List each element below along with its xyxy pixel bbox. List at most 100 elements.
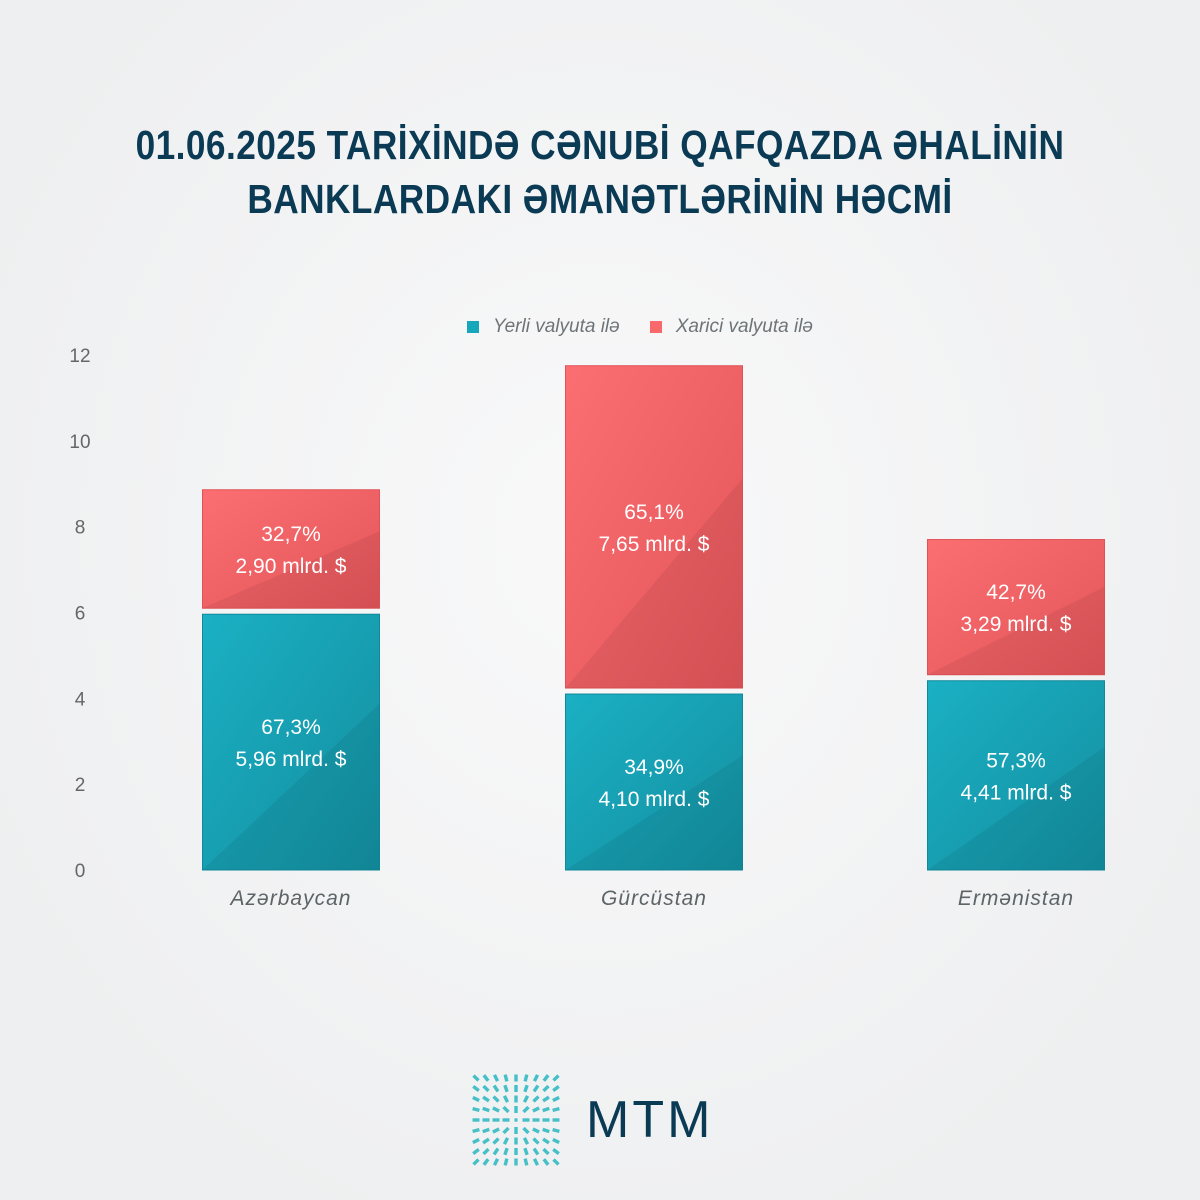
mtm-logo: MTM <box>468 1072 713 1168</box>
logo-dash <box>472 1095 480 1103</box>
logo-dash <box>552 1074 560 1082</box>
logo-dash <box>472 1118 480 1122</box>
title-line-1: 01.06.2025 TARİXİNDƏ CƏNUBİ QAFQAZDA ƏHA… <box>135 122 1065 168</box>
logo-dash <box>482 1127 490 1134</box>
logo-dash <box>542 1158 550 1166</box>
bar-foreign <box>927 539 1105 676</box>
logo-dash <box>482 1118 490 1122</box>
bar-share-label: 67,3% <box>261 716 321 739</box>
logo-dash <box>502 1126 510 1135</box>
logo-dash <box>502 1105 510 1114</box>
bar-local <box>565 693 743 871</box>
bar-value-label: 7,65 mlrd. $ <box>599 533 710 556</box>
logo-dash <box>532 1127 540 1134</box>
logo-dash <box>514 1106 518 1113</box>
logo-dash <box>523 1074 529 1082</box>
logo-dash <box>514 1158 518 1166</box>
logo-dash <box>472 1137 480 1145</box>
logo-dash <box>472 1085 480 1092</box>
bar-value-label: 3,29 mlrd. $ <box>961 613 1072 636</box>
logo-dash <box>492 1127 500 1134</box>
logo-dash <box>523 1147 529 1156</box>
y-tick-label: 12 <box>69 346 90 367</box>
bar-shade <box>927 586 1105 675</box>
logo-dash <box>492 1118 500 1122</box>
bar-value-label: 2,90 mlrd. $ <box>236 555 347 578</box>
logo-dash <box>522 1105 530 1114</box>
title-line-2: BANKLARDAKI ƏMANƏTLƏRİNİN HƏCMİ <box>247 176 953 222</box>
logo-dash <box>492 1158 500 1166</box>
logo-dash <box>502 1118 510 1122</box>
bar-shade <box>202 703 380 870</box>
bar-value-label: 5,96 mlrd. $ <box>236 748 347 771</box>
logo-dash <box>472 1128 480 1133</box>
logo-dash <box>542 1147 550 1156</box>
bar-shade <box>202 531 380 609</box>
logo-dash <box>542 1106 550 1113</box>
logo-dash <box>542 1095 550 1103</box>
y-tick-label: 10 <box>69 432 90 453</box>
logo-dash <box>514 1137 518 1145</box>
logo-dash <box>492 1095 500 1103</box>
bar-foreign <box>202 489 380 609</box>
bar-share-label: 65,1% <box>624 501 684 524</box>
bar-share-label: 32,7% <box>261 523 321 546</box>
logo-dash <box>532 1095 540 1103</box>
logo-dash <box>492 1106 500 1113</box>
logo-dash <box>532 1158 540 1166</box>
logo-dash <box>472 1158 480 1166</box>
logo-dash <box>492 1084 500 1093</box>
logo-dash <box>492 1074 500 1082</box>
legend-item-foreign: Xarici valyuta ilə <box>649 316 813 338</box>
logo-dash <box>522 1126 530 1135</box>
legend-item-local: Yerli valyuta ilə <box>466 316 620 338</box>
bar-value-label: 4,41 mlrd. $ <box>961 781 1072 804</box>
logo-dash <box>522 1095 530 1103</box>
logo-dash <box>482 1106 490 1113</box>
logo-dash <box>532 1147 540 1156</box>
logo-dash <box>522 1118 530 1122</box>
logo-dash <box>503 1074 509 1082</box>
logo-dash <box>503 1147 509 1156</box>
legend-label-foreign: Xarici valyuta ilə <box>675 316 813 337</box>
y-tick-label: 0 <box>75 861 86 882</box>
x-tick-label: Ermənistan <box>958 887 1074 910</box>
chart-title: 01.06.2025 TARİXİNDƏ CƏNUBİ QAFQAZDA ƏHA… <box>0 118 1200 226</box>
logo-mark-icon <box>472 1074 560 1166</box>
bar-foreign <box>565 365 743 689</box>
legend-swatch-foreign <box>649 321 662 333</box>
logo-dash <box>514 1095 518 1103</box>
logo-dash <box>502 1137 510 1145</box>
logo-dash <box>482 1074 490 1082</box>
logo-dash <box>542 1074 550 1082</box>
logo-dash <box>523 1158 529 1166</box>
logo-dash <box>492 1147 500 1156</box>
y-tick-label: 8 <box>75 518 86 539</box>
bar-shade <box>565 478 743 689</box>
legend-swatch-local <box>466 321 479 333</box>
logo-dash <box>492 1137 500 1145</box>
logo-dash <box>523 1084 529 1093</box>
logo-dash <box>552 1148 560 1155</box>
logo-dash <box>502 1095 510 1103</box>
y-tick-label: 4 <box>75 689 86 710</box>
chart-plot: 0 2 4 6 8 10 12 67,3% 5,96 mlrd. $ 32,7% 2,90 mlrd… <box>69 346 1105 910</box>
logo-dash <box>532 1118 540 1122</box>
logo-dash <box>552 1085 560 1092</box>
logo-dash <box>472 1107 480 1112</box>
bar-share-label: 57,3% <box>986 749 1046 772</box>
logo-dash <box>514 1085 518 1092</box>
logo-dash <box>552 1137 560 1145</box>
logo-dash <box>532 1084 540 1093</box>
logo-dash <box>472 1074 480 1082</box>
logo-dash <box>514 1118 518 1122</box>
logo-text: MTM <box>586 1091 714 1149</box>
logo-dash <box>482 1095 490 1103</box>
logo-dash <box>482 1084 490 1093</box>
logo-dash <box>552 1158 560 1166</box>
legend: Yerli valyuta ilə Xarici valyuta ilə <box>0 316 1200 338</box>
logo-dash <box>522 1137 530 1145</box>
logo-dash <box>552 1095 560 1103</box>
logo-dash <box>542 1127 550 1134</box>
bar-local <box>927 680 1105 871</box>
